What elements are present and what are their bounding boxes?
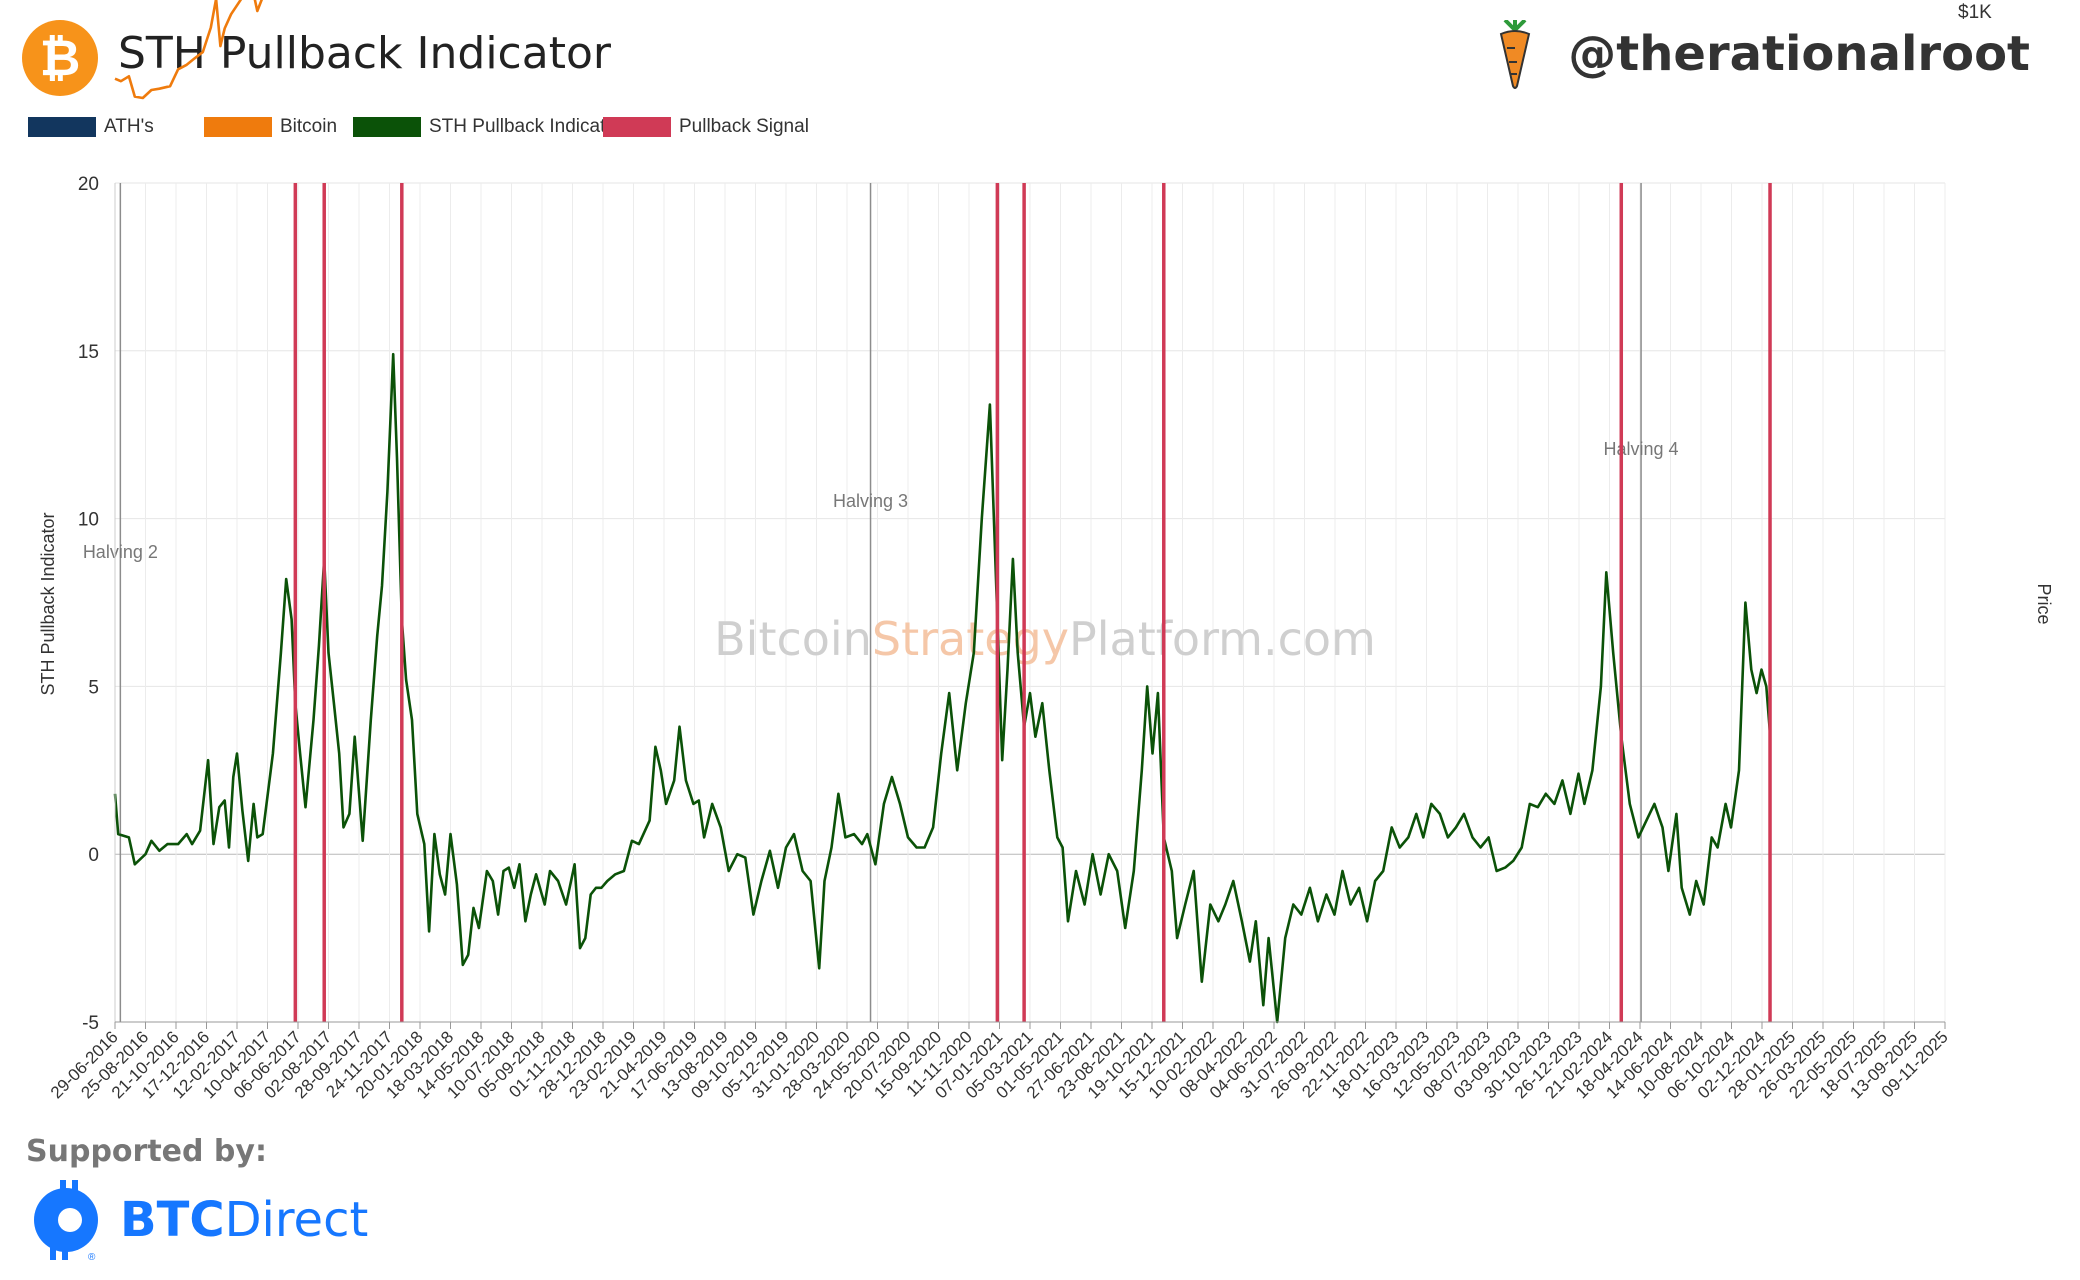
halving-label: Halving 2 (83, 542, 158, 562)
pullback-signals (293, 183, 1772, 1022)
legend-swatch (28, 116, 96, 137)
watermark-part-1: Bitcoin (714, 612, 872, 666)
halving-markers: Halving 2 Halving 3 Halving 4 (83, 183, 1679, 1022)
chart-series (113, 0, 1772, 1024)
y-tick-label-left: 15 (78, 342, 99, 363)
registered-mark: ® (88, 1252, 96, 1262)
sth-pullback-indicator-line (113, 352, 1772, 1024)
legend-swatch (204, 116, 272, 137)
legend-label: Bitcoin (280, 116, 338, 137)
bitcoin-logo-icon: ₿ (22, 20, 98, 96)
y-tick-label-left: 10 (78, 510, 99, 531)
brand-bold: BTC (120, 1192, 225, 1248)
y-tick-label-left: -5 (82, 1013, 99, 1034)
y-tick-label-left: 0 (88, 845, 99, 866)
y-tick-label-left: 20 (78, 174, 99, 195)
btcdirect-brand[interactable]: BTCDirect (120, 1192, 368, 1248)
chart-axes: 20151050-5$100K$10K$1K29-06-201625-08-20… (38, 2, 2054, 1102)
legend-swatch (353, 116, 421, 137)
halving-label: Halving 3 (833, 491, 908, 511)
y-tick-label-left: 5 (88, 677, 99, 698)
legend-label: Pullback Signal (679, 116, 809, 137)
bitcoin-price-line (114, 0, 263, 100)
carrot-icon (1499, 20, 1531, 89)
supported-by-label: Supported by: (26, 1134, 267, 1169)
y-axis-label-right: Price (2034, 583, 2054, 624)
btcdirect-logo-icon[interactable]: ® (30, 1178, 104, 1262)
legend-label: STH Pullback Indicator (429, 116, 623, 137)
brand-rest: Direct (224, 1192, 369, 1248)
legend-item-aths[interactable]: ATH's (28, 116, 154, 138)
halving-label: Halving 4 (1604, 439, 1679, 459)
y-tick-label-right: $1K (1958, 2, 1992, 23)
legend-item-sth-pullback-indicator[interactable]: STH Pullback Indicator (353, 116, 622, 138)
chart-grid (114, 182, 1946, 1023)
legend-item-pullback-signal[interactable]: Pullback Signal (603, 116, 809, 138)
legend-swatch (603, 116, 671, 137)
twitter-handle[interactable]: @therationalroot (1568, 26, 2030, 82)
legend-item-bitcoin[interactable]: Bitcoin (204, 116, 337, 138)
watermark-part-2: Strategy (872, 612, 1069, 666)
legend-label: ATH's (104, 116, 154, 137)
watermark: BitcoinStrategyPlatform.com (714, 612, 1376, 666)
y-axis-label-left: STH Pullback Indicator (38, 512, 58, 695)
watermark-part-3: Platform.com (1069, 612, 1376, 666)
